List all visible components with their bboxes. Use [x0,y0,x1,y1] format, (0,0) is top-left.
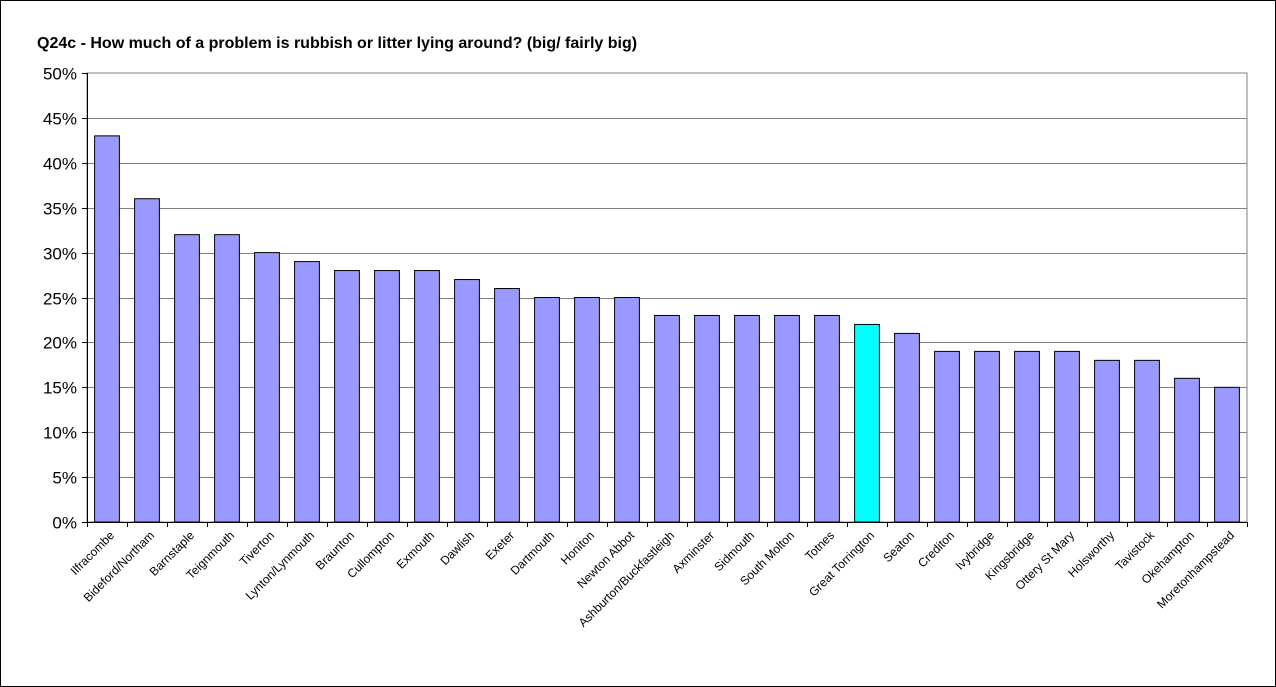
y-tick-label: 30% [43,245,77,264]
bar-crediton [934,350,960,523]
x-tick-label: Honiton [558,528,597,567]
y-tick-labels: 0% 5% 10% 15% 20% 25% 30% 35% 40% 45% 50% [43,65,77,533]
bar-newton-abbot [614,297,640,523]
bar-moretonhampstead [1214,386,1240,523]
bars [94,135,1240,523]
y-tick-label: 15% [43,379,77,398]
y-tick-label: 20% [43,334,77,353]
y-tick-label: 10% [43,424,77,443]
bar-tavistock [1134,359,1160,523]
bar-teignmouth [214,234,240,523]
y-tick-label: 25% [43,290,77,309]
y-tick-label: 5% [52,469,77,488]
y-tick-label: 45% [43,110,77,129]
x-tick-label: Tiverton [237,528,277,568]
x-tick-label: Totnes [802,528,837,563]
bar-braunton [334,270,360,523]
bar-exmouth [414,270,440,523]
x-tick-label: Exmouth [394,528,437,571]
bar-dartmouth [534,297,560,523]
y-tick-label: 50% [43,65,77,84]
bar-south-molton [774,314,800,523]
bar-bideford-northam [134,198,160,523]
y-tick-label: 40% [43,155,77,174]
x-tick-label: Moretonhampstead [1154,528,1237,611]
bar-sidmouth [734,314,760,523]
bar-great-torrington [854,323,880,523]
x-tick-label: Seaton [880,528,917,565]
bar-totnes [814,314,840,523]
x-tick-label: Dartmouth [508,528,558,578]
y-tick-label: 35% [43,200,77,219]
bar-okehampton [1174,377,1200,523]
bar-dawlish [454,279,480,523]
bar-axminster [694,314,720,523]
chart-title: Q24c - How much of a problem is rubbish … [37,35,638,52]
bar-cullompton [374,270,400,523]
bar-honiton [574,297,600,523]
bar-barnstaple [174,234,200,523]
bar-ashburton-buckfastleigh [654,314,680,523]
x-tick-label: Bideford/Northam [81,528,157,604]
x-tick-label: Axminster [670,528,718,576]
bar-lynton-lynmouth [294,261,320,523]
x-tick-labels: IlfracombeBideford/NorthamBarnstapleTeig… [68,528,1238,630]
axes [82,73,1248,527]
bar-ilfracombe [94,135,120,523]
bar-exeter [494,288,520,523]
bar-holsworthy [1094,359,1120,523]
bar-ivybridge [974,350,1000,523]
x-tick-label: Crediton [915,528,957,570]
bar-kingsbridge [1014,350,1040,523]
bar-ottery-st-mary [1054,350,1080,523]
x-tick-label: Lynton/Lynmouth [243,528,317,602]
bar-tiverton [254,252,280,523]
x-tick-label: Exeter [483,528,517,562]
x-tick-label: Dawlish [438,528,478,568]
bar-seaton [894,332,920,523]
y-tick-label: 0% [52,514,77,533]
